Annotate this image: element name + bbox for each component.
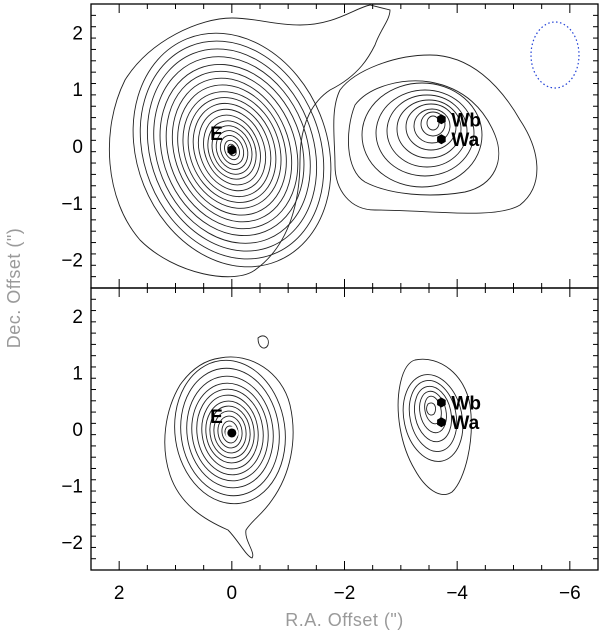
y-tick-label: 2 [72, 307, 83, 328]
top-panel-frame [90, 3, 599, 289]
top-contours-e [108, 4, 391, 278]
y-tick-label: 1 [72, 80, 83, 101]
x-tick-label: −4 [446, 583, 468, 604]
x-tick-label: −6 [559, 583, 581, 604]
source-label-wa: Wa [451, 413, 479, 434]
y-tick-label: −1 [61, 194, 83, 215]
source-marker-wa [437, 134, 446, 145]
axes-layer: 2 1 0 −1 −2 2 1 0 −1 −2 2 0 −2 −4 −6 [61, 3, 599, 604]
source-label-wa: Wa [451, 130, 479, 151]
top-contours-w [333, 54, 538, 214]
y-tick-label: −2 [61, 533, 83, 554]
source-marker-wb [437, 397, 446, 408]
source-label-e: E [210, 407, 223, 428]
y-tick-label: 1 [72, 364, 83, 385]
source-marker-wa [437, 417, 446, 428]
x-tick-label: −2 [334, 583, 356, 604]
bottom-panel-frame [90, 287, 599, 571]
source-label-wb: Wb [451, 110, 481, 131]
y-tick-label: −2 [61, 251, 83, 272]
bottom-contours-w [397, 358, 472, 495]
x-tick-label: 0 [227, 583, 238, 604]
y-tick-label: 0 [72, 137, 83, 158]
y-tick-label: 2 [72, 23, 83, 44]
y-tick-label: 0 [72, 420, 83, 441]
y-tick-label: −1 [61, 476, 83, 497]
bottom-contours-e [164, 335, 294, 559]
beam-ellipse [530, 21, 580, 89]
source-marker-wb [437, 114, 446, 125]
y-axis-title: Dec. Offset (") [4, 228, 24, 349]
source-label-e: E [210, 124, 223, 145]
source-label-wb: Wb [451, 393, 481, 414]
x-axis-title: R.A. Offset (") [285, 610, 404, 630]
source-marker-e [227, 145, 237, 155]
x-tick-label: 2 [114, 583, 125, 604]
source-marker-e [227, 428, 237, 438]
